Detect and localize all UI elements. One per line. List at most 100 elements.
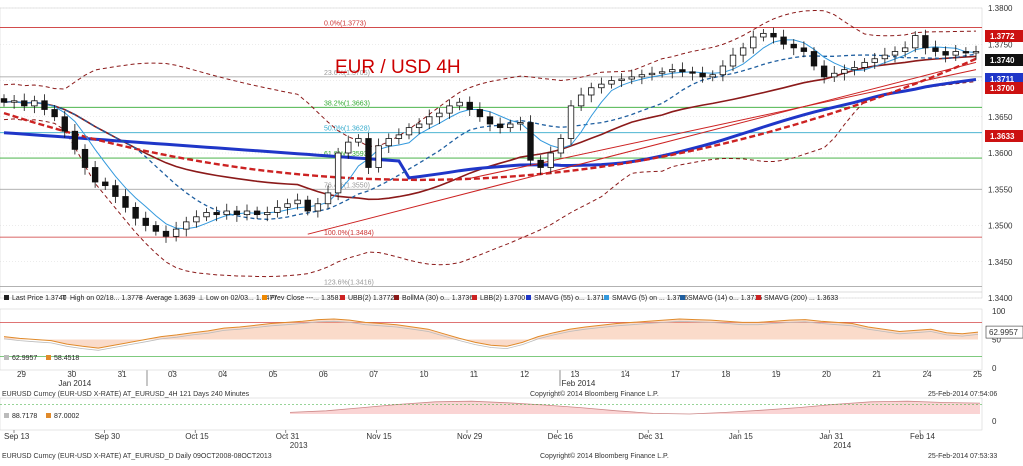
candle-body [780,36,787,45]
indicator-signal-line [3,320,979,351]
legend-icon: + [138,295,142,302]
y-tick-label: 1.3600 [988,149,1013,158]
x-month-label: Jan 2014 [58,379,91,388]
candle-body [304,199,311,212]
candle-body [41,100,48,110]
price-tag-box [985,30,1023,42]
x-tick-label: 18 [721,370,730,379]
legend-swatch [340,295,345,300]
trend-line [307,61,977,235]
candle-body [689,71,696,74]
candle-body [233,210,241,216]
candle-body [446,105,453,114]
candle-body [628,76,635,80]
price-tag-label: 1.3740 [990,56,1015,65]
price-tag-box [985,54,1023,66]
candle-body [952,51,959,56]
footer-daily-right: 25-Feb-2014 07:53:33 [928,453,997,460]
indicator-legend-value: 62.9957 [12,355,37,362]
x-tick-label: 12 [520,370,529,379]
daily-legend-swatch [4,413,9,418]
footer-daily-center: Copyright© 2014 Bloomberg Finance L.P. [540,452,669,460]
indicator-y-tick: 50 [992,336,1001,345]
candle-body [0,98,8,103]
daily-x-tick-label: Nov 29 [457,432,483,441]
candle-body [527,122,534,161]
x-tick-label: 29 [17,370,26,379]
candle-body [658,71,666,74]
x-tick-label: 31 [118,370,127,379]
legend-swatch [262,295,267,300]
fib-level-label: 23.6%(1.3705) [324,70,370,77]
candle-body [881,54,889,60]
candle-body [132,206,139,219]
legend-label: Average 1.3639 [146,295,195,302]
legend-item: T High on 02/18... 1.3773 [62,295,143,302]
candle-body [71,130,79,150]
x-tick-label: 11 [470,370,479,379]
candle-body [345,141,352,154]
x-tick-label: 14 [621,370,630,379]
price-tag-box [985,82,1023,94]
daily-indicator-area [290,401,980,414]
legend-swatch [604,295,609,300]
legend-label: Prev Close ---... 1.3581 [270,295,342,302]
candle-body [922,35,929,49]
candle-body [669,69,676,73]
candle-body [841,69,848,74]
indicator-legend-value: 58.4518 [54,355,79,362]
upper-bollinger-band [3,9,977,147]
price-tag: 1.3633 [985,130,1023,142]
trend-line [469,69,977,179]
indicator-y-tick: 100 [992,307,1006,316]
x-tick-label: 10 [420,370,429,379]
candle-body [861,61,868,68]
candle-body [598,83,605,89]
x-tick-label: 17 [671,370,680,379]
daily-x-tick-label: Feb 14 [910,432,935,441]
legend-item: ⊥ Low on 02/03... 1.3477 [198,295,277,302]
fib-level-label: 100.0%(1.3484) [324,230,374,237]
candle-body [891,51,899,56]
indicator-legend-swatch [46,355,51,360]
legend-item: SMAVG (5) on ... 1.3736 [604,295,688,302]
fib-level-label: 38.2%(1.3663) [324,100,370,107]
price-tag-label: 1.3772 [990,32,1015,41]
candle-body [820,65,828,78]
candle-body [729,54,737,67]
legend-item: SMAVG (200) ... 1.3633 [756,295,838,302]
candle-body [709,74,716,78]
candle-body [274,206,281,213]
candle-body [932,47,939,52]
candle-body [203,212,210,218]
candle-body [962,51,970,54]
candle-body [608,80,615,85]
sma55-line [3,78,977,180]
candle-body [375,145,382,168]
chart-title: EUR / USD 4H [335,57,461,78]
legend-icon: T [62,295,67,302]
daily-legend-value: 87.0002 [54,413,79,420]
legend-label: BollMA (30) o... 1.3736 [402,295,473,302]
legend-swatch [526,295,531,300]
candle-body [193,216,200,223]
price-tag: 1.3772 [985,30,1023,42]
candle-body [577,94,585,107]
daily-indicator-line [289,400,981,415]
legend-swatch [4,295,9,300]
candle-body [618,78,625,81]
daily-x-tick-label: Dec 31 [638,432,664,441]
fib-level-label: 123.6%(1.3416) [324,279,374,286]
candle-body [415,123,423,129]
legend-item: LBB(2) 1.3700 [472,295,525,302]
candle-body [496,123,504,129]
candle-body [112,185,119,197]
indicator-legend-swatch [4,355,9,360]
x-tick-label: 19 [772,370,781,379]
daily-legend-value: 88.7178 [12,413,37,420]
daily-x-tick-label: Jan 15 [729,432,754,441]
indicator-y-tick: 0 [992,364,997,373]
candle-body [365,138,372,168]
y-tick-label: 1.3400 [988,294,1013,303]
